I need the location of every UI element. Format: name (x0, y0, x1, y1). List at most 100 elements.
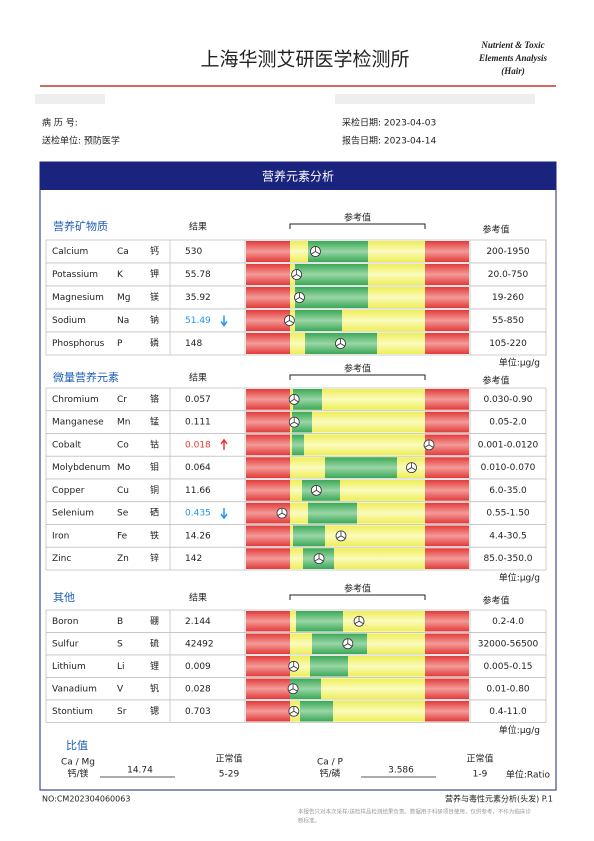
ref-bracket (289, 374, 426, 380)
element-name: Calcium (52, 247, 88, 257)
result-marker (288, 393, 300, 405)
result-value: 0.111 (185, 418, 211, 428)
gauge-red (246, 287, 290, 308)
result-marker (342, 638, 354, 650)
result-marker (310, 484, 322, 496)
element-symbol: K (117, 270, 124, 280)
element-name: Lithium (52, 662, 86, 672)
element-symbol: V (117, 684, 124, 694)
gauge-red (425, 525, 469, 547)
gauge-red (246, 434, 290, 456)
gauge-red (425, 548, 469, 569)
marker-glyph (292, 269, 302, 278)
element-cn: 钾 (150, 268, 159, 280)
gauge-green (293, 389, 322, 410)
ref-range: 6.0-35.0 (489, 486, 527, 496)
element-symbol: P (117, 339, 123, 349)
marker-glyph (343, 638, 353, 647)
gauge-red (246, 241, 290, 262)
ratio-value: 3.586 (388, 766, 414, 776)
element-cn: 硼 (150, 616, 159, 627)
report-date: 报告日期: 2023-04-14 (342, 135, 436, 147)
gauge-red (425, 678, 469, 699)
ref-range: 0.05-2.0 (489, 418, 527, 428)
ref-range: 0.55-1.50 (486, 509, 530, 519)
unit-label: 单位:μg/g (499, 572, 540, 584)
element-cn: 钠 (150, 314, 159, 326)
marker-glyph (311, 485, 321, 494)
unit-label: 单位:μg/g (499, 724, 540, 736)
marker-glyph (406, 462, 417, 471)
report-subtitle: Nutrient & Toxic (480, 40, 544, 50)
result-marker (406, 462, 417, 474)
element-cn: 铬 (150, 393, 159, 405)
gauge-green (308, 241, 368, 262)
ref-header-right: 参考值 (482, 224, 509, 236)
normal-label: 正常值 (215, 753, 242, 765)
section-title: 营养元素分析 (262, 169, 334, 184)
normal-range: 5-29 (219, 770, 240, 780)
gauge-green (296, 611, 343, 632)
element-symbol: Se (117, 509, 129, 519)
marker-glyph (310, 246, 320, 255)
gauge-red (246, 502, 290, 524)
element-cn: 钴 (150, 438, 159, 450)
gauge-green (295, 264, 368, 285)
flag-arrow (220, 438, 228, 450)
marker-glyph (294, 292, 304, 301)
marker-glyph (289, 394, 299, 403)
element-cn: 铜 (150, 484, 159, 496)
gauge-red (425, 411, 469, 433)
ref-range: 200-1950 (486, 247, 530, 257)
gauge-red (246, 389, 290, 410)
gauge-red (425, 633, 469, 654)
ref-range: 0.01-0.80 (486, 684, 530, 694)
element-cn: 钒 (150, 682, 159, 694)
ref-range: 55-850 (492, 316, 524, 326)
element-cn: 锂 (150, 660, 159, 672)
gauge-red (425, 457, 469, 478)
gauge-red (246, 548, 290, 569)
marker-glyph (335, 338, 345, 347)
element-name: Chromium (52, 395, 99, 405)
gauge-red (246, 411, 290, 433)
ratio-unit: 单位:Ratio (506, 769, 551, 781)
section-header (40, 162, 556, 190)
result-value: 0.028 (185, 684, 211, 694)
ref-range: 0.2-4.0 (492, 617, 524, 627)
gauge-red (425, 287, 469, 308)
result-value: 0.435 (185, 509, 211, 519)
element-name: Phosphorus (52, 339, 105, 349)
gauge-yellow (290, 678, 425, 699)
result-value: 0.018 (185, 440, 211, 450)
result-marker (335, 338, 346, 349)
redacted (335, 94, 535, 104)
gauge-green (295, 287, 368, 308)
gauge-green (290, 678, 321, 699)
result-value: 530 (185, 247, 202, 257)
gauge-yellow (290, 411, 425, 433)
element-cn: 镁 (150, 291, 159, 303)
report-subtitle: Elements Analysis (478, 53, 547, 63)
result-marker (288, 660, 300, 672)
result-value: 55.78 (185, 270, 211, 280)
result-value: 142 (185, 554, 202, 564)
result-marker (287, 683, 299, 695)
marker-glyph (288, 683, 298, 692)
gauge-green (293, 525, 325, 547)
marker-glyph (277, 508, 287, 516)
gauge-yellow (290, 389, 425, 410)
marker-glyph (336, 530, 346, 539)
ref-range: 0.005-0.15 (483, 662, 532, 672)
element-cn: 钙 (150, 245, 159, 257)
ref-range: 4.4-30.5 (489, 531, 527, 541)
normal-range: 1-9 (473, 770, 488, 780)
gauge-green (292, 434, 304, 456)
normal-label: 正常值 (466, 753, 493, 765)
result-marker (276, 507, 288, 519)
ref-bracket (289, 223, 426, 229)
result-value: 0.064 (185, 463, 211, 473)
result-marker (335, 530, 347, 542)
gauge-green (325, 457, 397, 478)
marker-glyph (289, 661, 299, 670)
